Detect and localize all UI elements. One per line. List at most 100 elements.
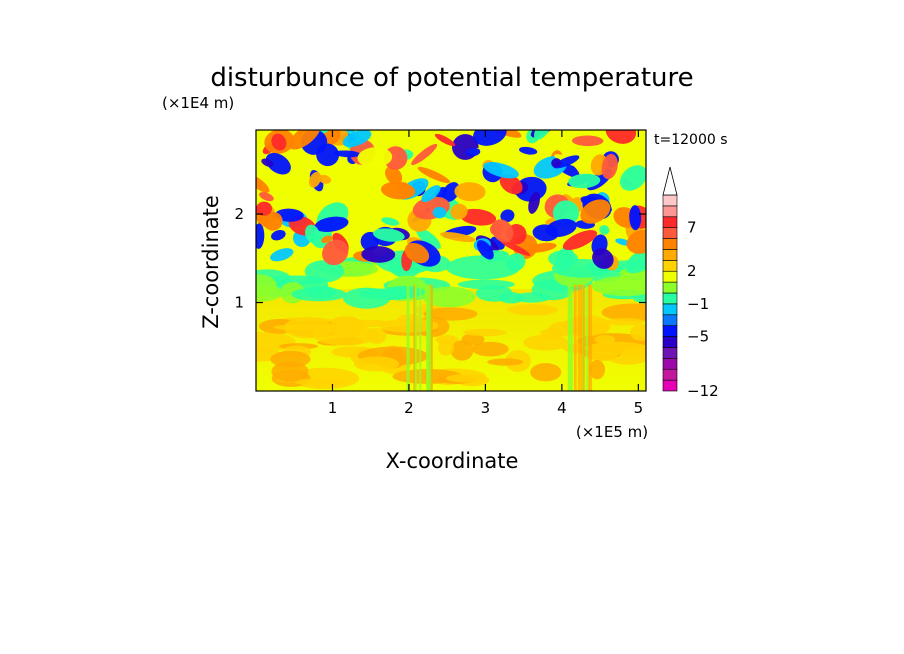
field-blob — [571, 135, 604, 147]
field-streak — [568, 284, 570, 391]
field-blob — [270, 350, 311, 368]
field-blob — [256, 274, 277, 297]
field-blob — [358, 288, 419, 300]
field-blob — [476, 240, 494, 260]
field-blob — [555, 247, 575, 272]
field-blob — [471, 341, 509, 357]
field-blob — [353, 356, 400, 372]
field-blob — [271, 133, 287, 151]
field-blob — [483, 162, 519, 179]
field-blob — [288, 130, 321, 150]
colorbar-segment — [662, 270, 678, 283]
field-blob — [625, 247, 646, 274]
field-blob — [385, 166, 403, 185]
field-blob — [271, 229, 286, 241]
field-blob — [321, 235, 333, 244]
field-blob — [318, 174, 332, 184]
field-blob — [629, 324, 646, 342]
colorbar-segment — [662, 379, 678, 392]
colorbar-tick-label: −12 — [687, 382, 719, 400]
field-blob — [445, 373, 488, 383]
x-axis-label: X-coordinate — [386, 449, 519, 473]
colorbar-segment — [662, 249, 678, 261]
field-streak — [406, 284, 409, 391]
field-blob — [256, 174, 270, 193]
field-blob — [562, 230, 598, 251]
field-blob — [314, 216, 349, 233]
x-tick-label: 1 — [328, 399, 338, 417]
field-blob — [261, 158, 274, 167]
x-axis: 1 2 3 4 5 — [328, 130, 643, 417]
x-tick-label: 2 — [404, 399, 414, 417]
field-streak — [426, 284, 430, 391]
field-blob — [259, 192, 274, 202]
field-blob — [450, 203, 468, 220]
field-streak — [589, 284, 593, 391]
field-blob — [367, 327, 387, 344]
field-blob — [500, 209, 515, 223]
field-blob — [380, 181, 416, 200]
field-blob — [342, 130, 372, 148]
field-streak — [414, 284, 417, 391]
colorbar: 7 2 −1 −5 −12 — [662, 166, 719, 400]
field-blob — [454, 182, 486, 202]
y-tick-label: 2 — [234, 205, 244, 223]
field-blob — [460, 208, 497, 226]
field-blob — [361, 246, 396, 263]
field-blob — [422, 286, 476, 308]
field-blob — [487, 358, 524, 366]
field-blob — [450, 340, 474, 361]
field-blob — [601, 153, 618, 180]
field-blob — [435, 130, 450, 139]
field-blob — [263, 211, 283, 231]
field-blob — [434, 133, 456, 147]
field-streak — [573, 284, 577, 391]
field-blob — [357, 147, 393, 168]
field-blob — [594, 335, 616, 344]
colorbar-segment — [662, 205, 678, 218]
field-blob — [294, 378, 346, 386]
field-blob — [333, 150, 361, 158]
field-blob — [270, 248, 294, 262]
chart-title: disturbunce of potential temperature — [210, 63, 693, 93]
field-blob — [588, 359, 606, 380]
field-streak — [585, 284, 589, 391]
colorbar-segment — [662, 292, 678, 305]
time-label: t=12000 s — [654, 132, 728, 148]
colorbar-segment — [662, 303, 678, 316]
field-blob — [525, 242, 557, 253]
field-blob — [568, 173, 601, 189]
colorbar-tick-label: −1 — [687, 295, 709, 313]
field-blob — [423, 307, 478, 321]
field-blob — [465, 147, 481, 157]
field-blob — [462, 328, 507, 337]
field-blob — [528, 191, 540, 214]
field-blob — [475, 285, 513, 302]
field-blob — [265, 152, 291, 175]
field-blob — [519, 146, 538, 155]
field-blob — [530, 363, 562, 382]
field-blob — [551, 158, 562, 168]
field-blob — [446, 255, 521, 280]
field-blob — [308, 171, 322, 188]
field-blob — [416, 227, 441, 250]
field-blob — [432, 206, 447, 219]
field-blob — [591, 276, 646, 297]
y-axis: 12 — [234, 205, 646, 312]
colorbar-segment — [662, 358, 678, 370]
field-blob — [599, 225, 610, 235]
y-unit-label: (×1E4 m) — [162, 94, 234, 112]
field-blob — [291, 287, 347, 302]
field-blob — [552, 200, 580, 226]
field-blob — [626, 229, 646, 254]
colorbar-segment — [662, 227, 678, 239]
field-streak — [413, 284, 416, 391]
colorbar-tick-label: −5 — [687, 328, 709, 346]
field-streak — [430, 284, 433, 391]
colorbar-segment — [662, 314, 678, 326]
y-tick-label: 1 — [234, 294, 244, 312]
colorbar-segment — [662, 281, 678, 294]
field-blob — [592, 248, 614, 269]
colorbar-segment — [662, 336, 678, 348]
field-blob — [256, 201, 273, 216]
